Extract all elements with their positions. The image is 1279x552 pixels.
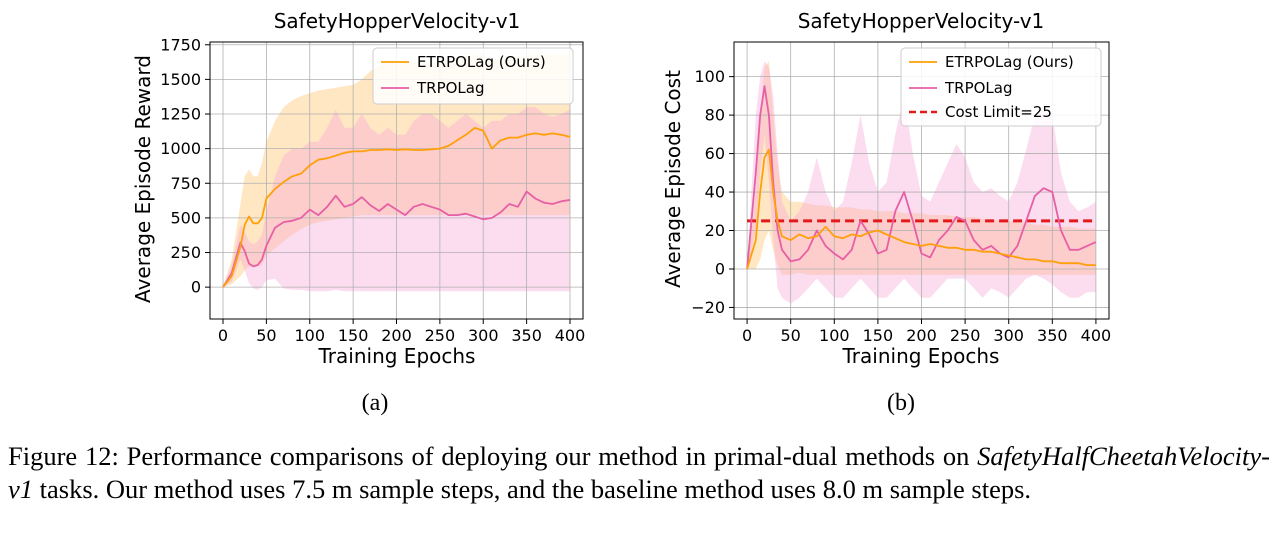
x-tick-label: 50 — [781, 326, 801, 345]
reward-chart-title: SafetyHopperVelocity-v1 — [274, 9, 521, 33]
subcaption-a: (a) — [361, 390, 389, 416]
reward-legend: ETRPOLag (Ours) TRPOLag — [372, 47, 574, 105]
figure-caption: Figure 12: Performance comparisons of de… — [8, 440, 1270, 506]
x-tick-label: 200 — [381, 326, 412, 345]
y-tick-label: 100 — [694, 67, 725, 86]
series-line-etrpolag — [222, 127, 571, 288]
reward-y-ticks: 0 250 500 750 1000 1250 1500 1750 — [160, 35, 210, 297]
y-tick-label: 40 — [705, 183, 725, 202]
cost-legend: ETRPOLag (Ours) TRPOLag Cost Limit=25 — [900, 47, 1102, 127]
x-tick-label: 350 — [511, 326, 542, 345]
x-tick-label: 250 — [950, 326, 981, 345]
reward-x-axis-label: Training Epochs — [318, 344, 476, 368]
cost-panel: 0 50 100 150 200 250 300 350 400 −20 0 20 40 60 80 100… — [661, 9, 1111, 368]
series-line-trpolag — [746, 85, 1097, 270]
x-tick-label: 300 — [993, 326, 1024, 345]
y-tick-label: 500 — [170, 208, 201, 227]
y-tick-label: 80 — [705, 106, 725, 125]
cost-y-axis-label: Average Episode Cost — [661, 70, 685, 288]
cost-x-axis-label: Training Epochs — [842, 344, 1000, 368]
x-tick-label: 200 — [906, 326, 937, 345]
cost-chart-title: SafetyHopperVelocity-v1 — [798, 9, 1045, 33]
y-tick-label: 250 — [170, 243, 201, 262]
reward-x-ticks: 0 50 100 150 200 250 300 350 400 — [218, 319, 585, 345]
x-tick-label: 400 — [1081, 326, 1112, 345]
x-tick-label: 350 — [1037, 326, 1068, 345]
x-tick-label: 0 — [218, 326, 228, 345]
legend-label-etrpolag: ETRPOLag (Ours) — [945, 53, 1074, 71]
x-tick-label: 50 — [256, 326, 276, 345]
y-tick-label: 1750 — [160, 35, 201, 54]
y-tick-label: 60 — [705, 144, 725, 163]
legend-label-trpolag: TRPOLag — [416, 79, 485, 97]
y-tick-label: 20 — [705, 221, 725, 240]
cost-y-ticks: −20 0 20 40 60 80 100 — [691, 67, 734, 317]
legend-label-etrpolag: ETRPOLag (Ours) — [417, 53, 546, 71]
caption-rest: tasks. Our method uses 7.5 m sample step… — [33, 474, 1032, 504]
series-line-etrpolag — [746, 148, 1096, 270]
x-tick-label: 400 — [555, 326, 586, 345]
y-tick-label: 0 — [715, 259, 725, 278]
x-tick-label: 250 — [425, 326, 456, 345]
y-tick-label: 0 — [191, 278, 201, 297]
reward-grid — [210, 42, 583, 319]
reward-panel: 0 50 100 150 200 250 300 350 400 0 250 500 750 1000 1… — [131, 9, 585, 368]
x-tick-label: 150 — [863, 326, 894, 345]
reward-y-axis-label: Average Episode Reward — [131, 55, 155, 303]
series-line-trpolag — [222, 190, 571, 288]
x-tick-label: 300 — [468, 326, 499, 345]
caption-lead: Figure 12: Performance comparisons of de… — [8, 441, 978, 471]
reward-lines — [222, 127, 571, 288]
subcaption-b: (b) — [887, 390, 915, 416]
y-tick-label: 750 — [170, 174, 201, 193]
caption-env-name: SafetyHalfCheetahVelocity-v1 — [8, 441, 1270, 504]
cost-lines — [746, 85, 1097, 270]
y-tick-label: 1250 — [160, 105, 201, 124]
figure-canvas: 0 50 100 150 200 250 300 350 400 025050075010001… — [131, 9, 1111, 368]
x-tick-label: 100 — [294, 326, 325, 345]
y-tick-label: −20 — [691, 298, 725, 317]
y-tick-label: 1500 — [160, 70, 201, 89]
x-tick-label: 100 — [819, 326, 850, 345]
legend-label-trpolag: TRPOLag — [944, 79, 1013, 97]
cost-x-ticks: 0 50 100 150 200 250 300 350 400 — [742, 319, 1111, 345]
y-tick-label: 1000 — [160, 139, 201, 158]
x-tick-label: 150 — [338, 326, 369, 345]
x-tick-label: 0 — [742, 326, 752, 345]
legend-label-cost-limit: Cost Limit=25 — [945, 103, 1052, 121]
